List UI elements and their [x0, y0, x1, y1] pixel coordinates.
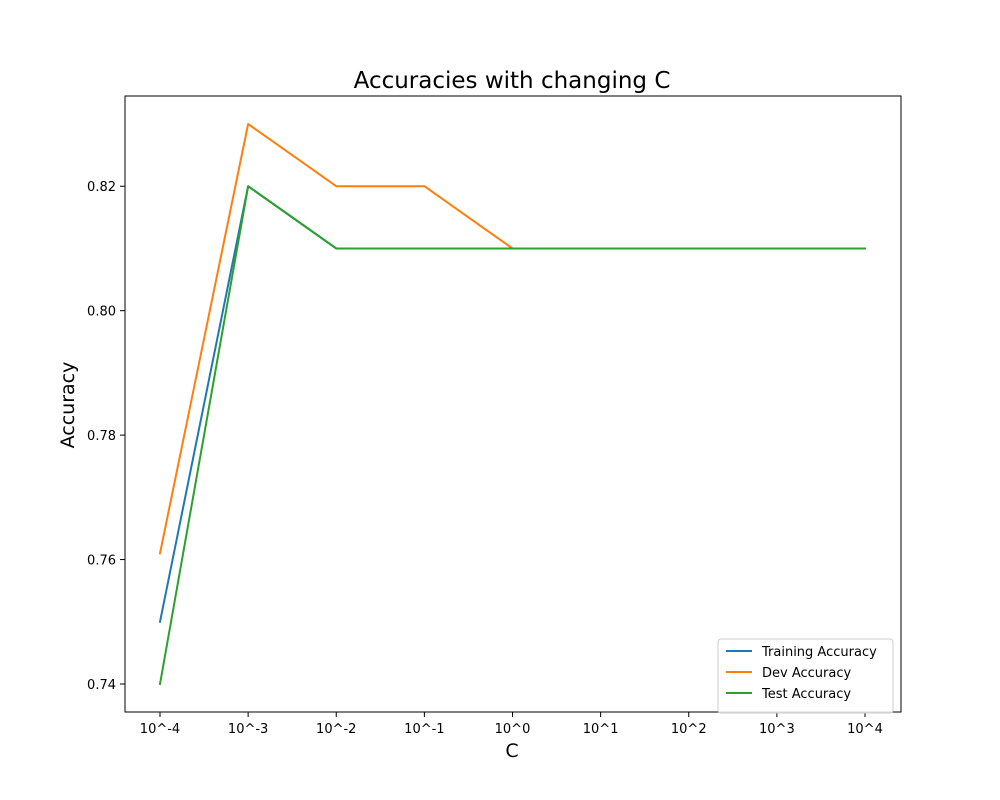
x-tick-label: 10^3 [759, 722, 795, 737]
y-tick-label: 0.74 [87, 678, 116, 693]
legend-label: Dev Accuracy [762, 666, 851, 681]
legend: Training Accuracy Dev Accuracy Test Accura… [717, 638, 894, 714]
legend-label: Training Accuracy [761, 645, 877, 660]
y-tick-label: 0.76 [87, 554, 116, 569]
x-tick-label: 10^1 [583, 722, 619, 737]
legend-label: Test Accuracy [761, 687, 851, 702]
x-axis: 10^-4 10^-3 10^-2 10^-1 10^0 10^1 10^2 10^3 10^4 [140, 712, 883, 737]
x-tick-label: 10^2 [671, 722, 707, 737]
x-tick-label: 10^4 [847, 722, 883, 737]
x-tick-label: 10^-1 [404, 722, 444, 737]
y-axis-label: Accuracy [57, 362, 79, 449]
x-tick-label: 10^-2 [316, 722, 356, 737]
x-tick-label: 10^0 [495, 722, 531, 737]
x-tick-label: 10^-4 [140, 722, 180, 737]
y-axis: 0.74 0.76 0.78 0.80 0.82 [87, 180, 125, 693]
y-tick-label: 0.82 [87, 180, 116, 195]
x-axis-label: C [505, 740, 518, 762]
series-layer [158, 123, 866, 686]
y-tick-label: 0.80 [87, 305, 116, 320]
x-tick-label: 10^-3 [228, 722, 268, 737]
chart-title: Accuracies with changing C [354, 68, 671, 94]
series-line-2 [158, 185, 866, 686]
y-tick-label: 0.78 [87, 429, 116, 444]
legend-box [717, 638, 894, 714]
